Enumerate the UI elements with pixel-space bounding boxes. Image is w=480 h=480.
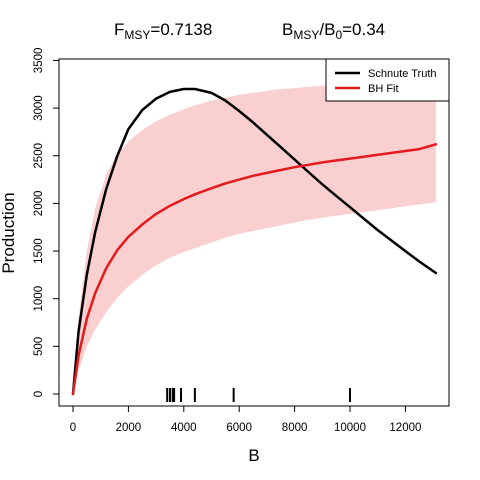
x-tick-label: 8000 (282, 422, 308, 434)
x-tick-label: 0 (70, 422, 76, 434)
x-tick-label: 2000 (116, 422, 142, 434)
y-tick-label: 500 (33, 337, 45, 356)
y-tick-label: 0 (33, 391, 45, 397)
legend-box (325, 58, 450, 102)
x-axis: 0 2000 4000 6000 8000 10000 12000 (70, 405, 421, 434)
x-tick-label: 4000 (171, 422, 197, 434)
legend: Schnute Truth BH Fit (325, 58, 450, 102)
y-axis: 0 500 1000 1500 2000 2500 3000 3500 (33, 48, 60, 397)
y-tick-label: 2000 (33, 191, 45, 217)
y-tick-label: 1000 (33, 286, 45, 312)
y-axis-label: Production (0, 192, 18, 273)
legend-label-schnute: Schnute Truth (368, 68, 437, 80)
x-axis-label: B (248, 446, 259, 465)
x-tick-label: 6000 (226, 422, 252, 434)
y-tick-label: 3500 (33, 48, 45, 74)
title-fmsy: FMSY=0.7138 (114, 20, 212, 42)
series-line-bh-fit (71, 143, 438, 396)
chart-title: FMSY=0.7138 BMSY/B0=0.34 (114, 20, 385, 42)
y-tick-label: 2500 (33, 143, 45, 169)
title-bmsy-ratio: BMSY/B0=0.34 (282, 20, 385, 42)
y-tick-label: 3000 (33, 95, 45, 121)
x-tick-label: 10000 (334, 422, 366, 434)
rug-layer (166, 388, 351, 402)
y-tick-label: 1500 (33, 238, 45, 264)
x-tick-label: 12000 (389, 422, 421, 434)
legend-label-bh: BH Fit (368, 83, 399, 95)
series-layer (71, 87, 438, 396)
series-line-schnute-truth (71, 87, 438, 396)
